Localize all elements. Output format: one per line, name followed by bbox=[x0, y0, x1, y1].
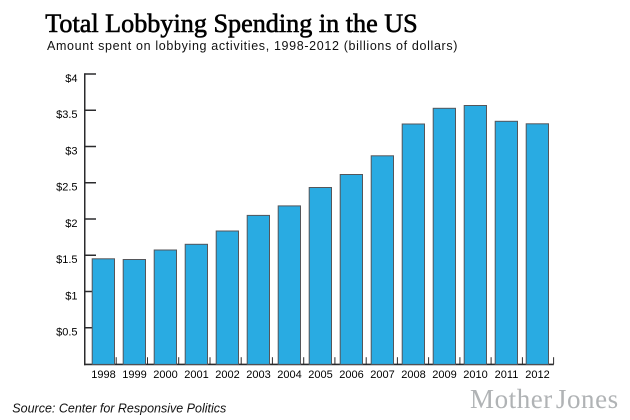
svg-text:$1.5: $1.5 bbox=[56, 254, 77, 266]
svg-text:Mother Jones: Mother Jones bbox=[470, 384, 619, 414]
svg-text:$2.5: $2.5 bbox=[56, 182, 77, 194]
svg-text:2005: 2005 bbox=[308, 369, 332, 381]
svg-text:$0.5: $0.5 bbox=[56, 327, 77, 339]
svg-text:Amount spent on lobbying activ: Amount spent on lobbying activities, 199… bbox=[47, 39, 458, 53]
svg-text:2004: 2004 bbox=[277, 369, 301, 381]
svg-text:Total Lobbying Spending in the: Total Lobbying Spending in the US bbox=[45, 9, 418, 38]
svg-text:2011: 2011 bbox=[495, 369, 519, 381]
svg-text:$3.5: $3.5 bbox=[56, 109, 77, 121]
svg-text:2002: 2002 bbox=[215, 369, 239, 381]
svg-text:2012: 2012 bbox=[525, 369, 549, 381]
svg-text:2000: 2000 bbox=[153, 369, 177, 381]
svg-text:$1: $1 bbox=[65, 290, 77, 302]
svg-text:1999: 1999 bbox=[122, 369, 146, 381]
svg-text:2003: 2003 bbox=[246, 369, 270, 381]
svg-text:1998: 1998 bbox=[91, 369, 115, 381]
svg-text:2009: 2009 bbox=[432, 369, 456, 381]
svg-text:$4: $4 bbox=[65, 73, 77, 85]
svg-text:2010: 2010 bbox=[463, 369, 487, 381]
svg-text:$2: $2 bbox=[65, 218, 77, 230]
svg-text:$3: $3 bbox=[65, 145, 77, 157]
svg-text:2006: 2006 bbox=[339, 369, 363, 381]
svg-text:Source: Center for Responsive: Source: Center for Responsive Politics bbox=[12, 402, 226, 416]
svg-text:2001: 2001 bbox=[184, 369, 208, 381]
svg-text:2008: 2008 bbox=[401, 369, 425, 381]
svg-text:2007: 2007 bbox=[370, 369, 394, 381]
